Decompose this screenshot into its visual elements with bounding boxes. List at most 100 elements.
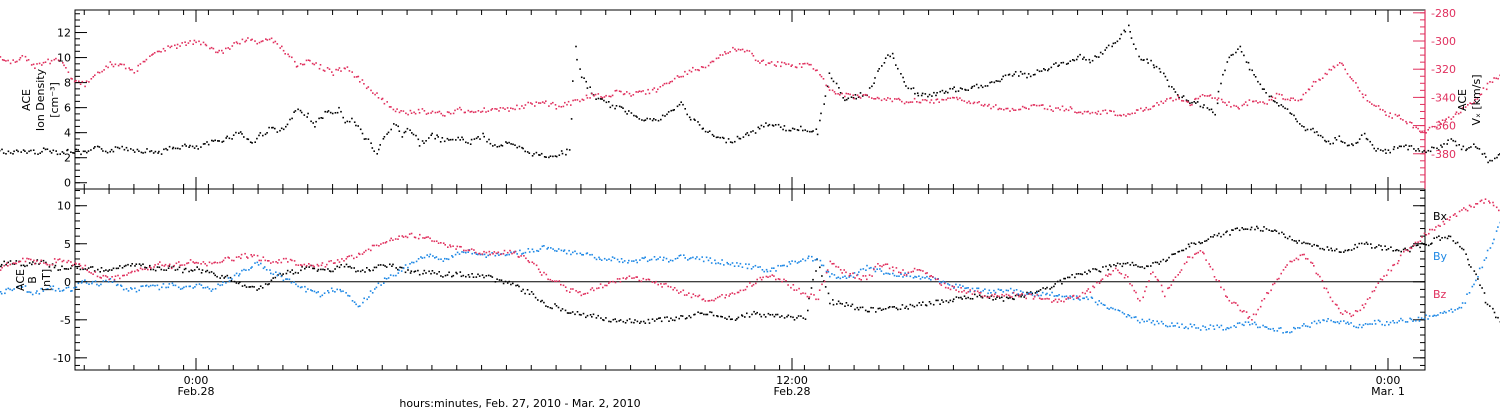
data-point bbox=[223, 260, 225, 262]
data-point bbox=[397, 238, 399, 240]
data-point bbox=[976, 84, 978, 86]
data-point bbox=[717, 136, 719, 138]
data-point bbox=[1119, 38, 1121, 40]
data-point bbox=[1047, 70, 1049, 72]
data-point bbox=[137, 70, 139, 72]
data-point bbox=[1357, 142, 1359, 144]
data-point bbox=[1400, 251, 1402, 253]
data-point bbox=[1336, 139, 1338, 141]
data-point bbox=[1351, 78, 1353, 80]
data-point bbox=[1251, 319, 1253, 321]
data-point bbox=[1291, 239, 1293, 241]
data-point bbox=[57, 259, 59, 261]
data-point bbox=[258, 135, 260, 137]
data-point bbox=[753, 311, 755, 313]
data-point bbox=[1307, 326, 1309, 328]
data-point bbox=[1131, 285, 1133, 287]
data-point bbox=[1005, 108, 1007, 110]
data-point bbox=[744, 316, 746, 318]
data-point bbox=[1435, 226, 1437, 228]
data-point bbox=[717, 297, 719, 299]
data-point bbox=[246, 286, 248, 288]
data-point bbox=[550, 307, 552, 309]
data-point bbox=[1191, 104, 1193, 106]
data-point bbox=[415, 270, 417, 272]
data-point bbox=[651, 259, 653, 261]
data-point bbox=[1363, 97, 1365, 99]
data-point bbox=[889, 56, 891, 58]
data-point bbox=[1020, 71, 1022, 73]
data-point bbox=[682, 315, 684, 317]
data-point bbox=[471, 253, 473, 255]
data-point bbox=[639, 280, 641, 282]
data-point bbox=[1421, 131, 1423, 133]
data-point bbox=[131, 69, 133, 71]
data-point bbox=[444, 258, 446, 260]
data-point bbox=[512, 108, 514, 110]
data-point bbox=[1042, 298, 1044, 300]
data-point bbox=[1239, 322, 1241, 324]
data-point bbox=[1282, 106, 1284, 108]
data-point bbox=[181, 42, 183, 44]
data-point bbox=[1325, 73, 1327, 75]
data-point bbox=[271, 38, 273, 40]
top-ylabel-line: ACE bbox=[20, 89, 33, 111]
data-point bbox=[900, 73, 902, 75]
data-point bbox=[652, 120, 654, 122]
data-point bbox=[218, 140, 220, 142]
data-point bbox=[832, 90, 834, 92]
data-point bbox=[772, 274, 774, 276]
data-point bbox=[1089, 62, 1091, 64]
data-point bbox=[1249, 99, 1251, 101]
data-point bbox=[900, 272, 902, 274]
data-point bbox=[471, 273, 473, 275]
data-point bbox=[54, 59, 56, 61]
data-point bbox=[1353, 248, 1355, 250]
data-point bbox=[221, 50, 223, 52]
data-point bbox=[965, 89, 967, 91]
data-point bbox=[666, 316, 668, 318]
data-point bbox=[808, 298, 810, 300]
data-point bbox=[508, 110, 510, 112]
data-point bbox=[397, 126, 399, 128]
data-point bbox=[365, 250, 367, 252]
data-point bbox=[894, 98, 896, 100]
data-point bbox=[1344, 69, 1346, 71]
data-point bbox=[966, 287, 968, 289]
data-point bbox=[1247, 228, 1249, 230]
data-point bbox=[392, 239, 394, 241]
data-point bbox=[211, 140, 213, 142]
data-point bbox=[1120, 115, 1122, 117]
data-point bbox=[469, 250, 471, 252]
data-point bbox=[1222, 74, 1224, 76]
data-point bbox=[1205, 326, 1207, 328]
data-point bbox=[1334, 67, 1336, 69]
data-point bbox=[250, 141, 252, 143]
data-point bbox=[1066, 63, 1068, 65]
data-point bbox=[676, 290, 678, 292]
data-point bbox=[246, 40, 248, 42]
data-point bbox=[222, 52, 224, 54]
data-point bbox=[189, 286, 191, 288]
data-point bbox=[678, 292, 680, 294]
data-point bbox=[194, 262, 196, 264]
data-point bbox=[1385, 149, 1387, 151]
data-point bbox=[266, 132, 268, 134]
data-point bbox=[1174, 253, 1176, 255]
data-point bbox=[328, 110, 330, 112]
data-point bbox=[1312, 262, 1314, 264]
data-point bbox=[1057, 301, 1059, 303]
data-point bbox=[751, 314, 753, 316]
data-point bbox=[658, 120, 660, 122]
data-point bbox=[1069, 297, 1071, 299]
data-point bbox=[1156, 66, 1158, 68]
data-point bbox=[631, 277, 633, 279]
data-point bbox=[372, 147, 374, 149]
data-point bbox=[445, 275, 447, 277]
data-point bbox=[476, 138, 478, 140]
data-point bbox=[334, 291, 336, 293]
data-point bbox=[594, 257, 596, 259]
data-point bbox=[614, 318, 616, 320]
data-point bbox=[1289, 100, 1291, 102]
data-point bbox=[1125, 31, 1127, 33]
